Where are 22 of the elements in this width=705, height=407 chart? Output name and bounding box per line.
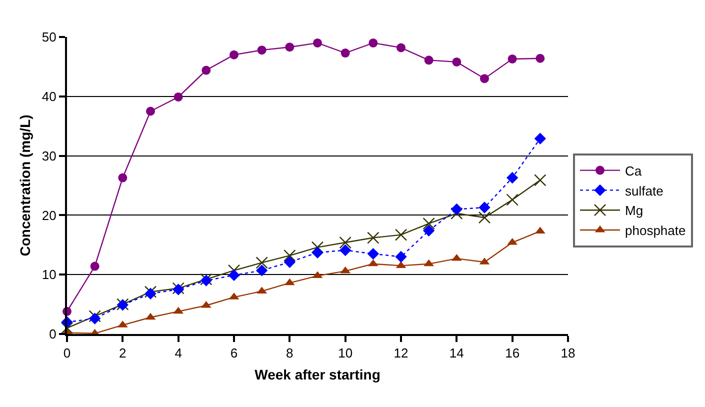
x-tick-label: 4 [174, 346, 182, 361]
legend-label: Mg [625, 203, 644, 218]
x-tick-label: 0 [63, 346, 71, 361]
x-tick-label: 2 [119, 346, 126, 361]
legend-label: Ca [625, 163, 642, 178]
x-tick-label: 16 [505, 346, 520, 361]
y-axis-title: Concentration (mg/L) [17, 114, 34, 256]
y-tick-label: 0 [49, 326, 56, 342]
y-tick-label: 30 [42, 148, 56, 164]
x-tick-label: 8 [286, 346, 294, 361]
y-tick-label: 20 [42, 208, 56, 223]
x-tick-label: 12 [394, 346, 408, 361]
x-axis-title: Week after starting [254, 366, 380, 382]
legend-label: phosphate [625, 223, 686, 238]
x-tick-label: 10 [338, 346, 353, 361]
x-tick-label: 14 [449, 346, 464, 361]
y-tick-label: 50 [42, 30, 56, 45]
y-tick-label: 40 [42, 88, 56, 104]
legend-label: sulfate [625, 183, 664, 198]
x-tick-label: 6 [230, 346, 238, 361]
y-tick-label: 10 [42, 267, 56, 282]
x-tick-label: 18 [560, 346, 576, 361]
